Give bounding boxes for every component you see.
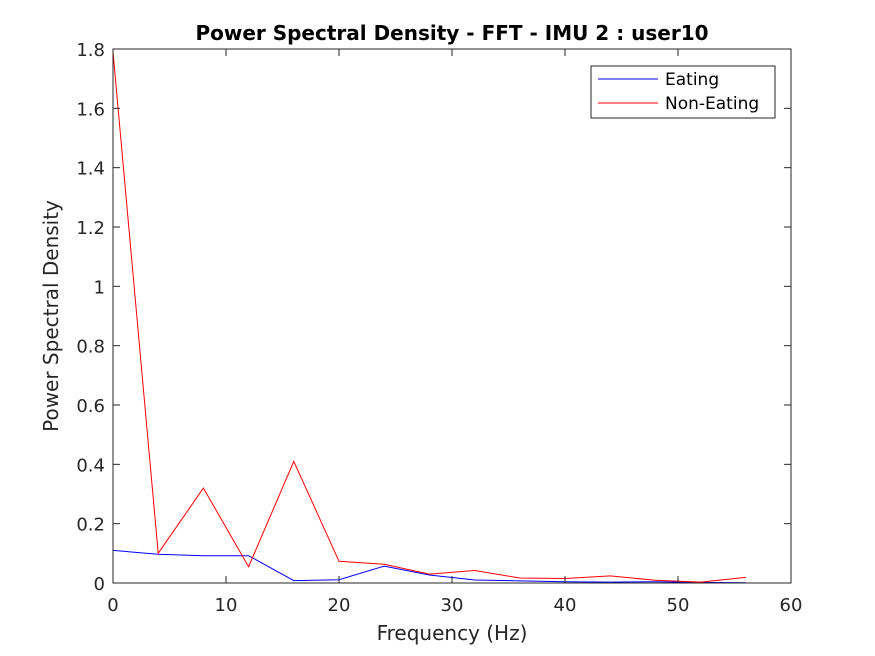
x-tick-label: 60 <box>780 595 803 616</box>
y-tick-label: 1.6 <box>76 99 105 120</box>
x-tick-label: 50 <box>667 595 690 616</box>
legend-label-non-eating: Non-Eating <box>665 94 759 114</box>
y-axis-ticks: 0 0.2 0.4 0.6 0.8 1 1.2 1.4 1.6 1.8 <box>76 40 791 595</box>
x-axis-label: Frequency (Hz) <box>377 621 528 645</box>
x-tick-label: 20 <box>328 595 351 616</box>
series-layer <box>112 51 746 584</box>
legend: Eating Non-Eating <box>590 65 776 119</box>
y-tick-label: 1.2 <box>76 218 105 239</box>
y-tick-label: 0.4 <box>76 455 105 476</box>
x-tick-label: 40 <box>554 595 577 616</box>
legend-label-eating: Eating <box>665 70 719 90</box>
x-tick-label: 30 <box>441 595 464 616</box>
y-tick-label: 1 <box>94 277 105 298</box>
series-line-non-eating <box>112 51 746 583</box>
y-axis-label: Power Spectral Density <box>39 200 63 432</box>
y-tick-label: 0.6 <box>76 396 105 417</box>
y-tick-label: 1.4 <box>76 159 105 180</box>
x-axis-ticks: 0 10 20 30 40 50 60 <box>107 49 802 616</box>
plot-area <box>113 49 791 583</box>
chart-title: Power Spectral Density - FFT - IMU 2 : u… <box>195 21 708 45</box>
x-tick-label: 0 <box>107 595 118 616</box>
y-tick-label: 0.8 <box>76 337 105 358</box>
series-line-eating <box>112 549 746 584</box>
x-tick-label: 10 <box>215 595 238 616</box>
y-tick-label: 1.8 <box>76 40 105 61</box>
legend-box <box>590 65 776 119</box>
y-tick-label: 0.2 <box>76 515 105 536</box>
y-tick-label: 0 <box>94 574 105 595</box>
